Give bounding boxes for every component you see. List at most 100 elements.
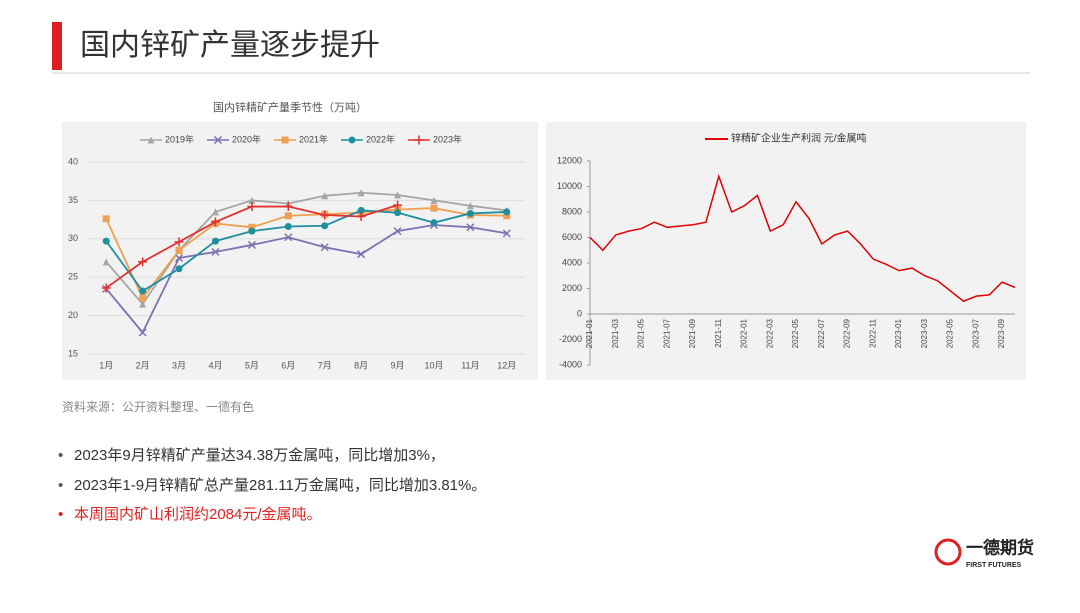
x-tick-label: 2022-11 <box>868 318 877 347</box>
x-tick-label: 12月 <box>497 360 516 370</box>
chart-panel <box>62 122 538 380</box>
marker <box>102 215 110 223</box>
marker <box>320 210 330 220</box>
y-tick-label: 4000 <box>562 257 582 267</box>
source: 资料来源：公开资料整理、一德有色 <box>62 399 254 414</box>
bullet-dot: • <box>58 447 63 464</box>
x-tick-label: 5月 <box>245 360 259 370</box>
x-tick-label: 2021-09 <box>688 318 697 348</box>
marker <box>211 247 220 256</box>
marker <box>414 135 424 145</box>
marker <box>284 212 292 220</box>
y-tick-label: 2000 <box>562 283 582 293</box>
chart-title: 国内锌精矿产量季节性（万吨） <box>213 100 367 114</box>
marker <box>502 229 511 238</box>
marker <box>321 222 329 230</box>
marker <box>357 189 365 197</box>
y-tick-label: 0 <box>577 308 582 318</box>
marker <box>430 204 438 212</box>
x-tick-label: 6月 <box>281 360 295 370</box>
y-tick-label: 25 <box>68 272 78 282</box>
legend-label: 2021年 <box>299 133 328 144</box>
y-tick-label: 12000 <box>557 155 582 165</box>
marker <box>101 283 111 293</box>
bullet: 2023年1-9月锌精矿总产量281.11万金属吨，同比增加3.81%。 <box>74 477 486 494</box>
series-line <box>105 224 507 335</box>
logo-icon <box>934 538 962 566</box>
marker <box>175 265 183 273</box>
y-tick-label: 10000 <box>557 181 582 191</box>
legend-label: 2022年 <box>366 133 395 144</box>
marker <box>281 136 289 144</box>
marker <box>321 192 329 200</box>
marker <box>139 294 147 302</box>
x-tick-label: 7月 <box>318 360 332 370</box>
slide-title: 国内锌矿产量逐步提升 <box>80 29 380 62</box>
x-tick-label: 2022-03 <box>765 318 774 348</box>
x-tick-label: 2021-01 <box>585 318 594 348</box>
marker <box>138 257 148 267</box>
marker <box>430 196 438 204</box>
x-tick-label: 2022-05 <box>791 318 800 348</box>
x-tick-label: 8月 <box>354 360 368 370</box>
x-tick-label: 10月 <box>424 360 443 370</box>
legend-label: 2019年 <box>165 133 194 144</box>
bullet-dot: • <box>58 506 63 523</box>
x-tick-label: 11月 <box>461 360 479 370</box>
x-tick-label: 2022-01 <box>740 318 749 348</box>
marker <box>102 258 110 266</box>
marker <box>283 202 293 212</box>
series-line <box>105 209 507 293</box>
marker <box>466 202 474 210</box>
marker <box>247 240 256 249</box>
y-tick-label: 30 <box>68 233 78 243</box>
marker <box>466 223 475 232</box>
marker <box>503 208 511 216</box>
marker <box>175 246 183 254</box>
x-tick-label: 2021-11 <box>714 318 723 347</box>
x-tick-label: 9月 <box>391 360 405 370</box>
logo-name: 一德期货 <box>966 537 1034 557</box>
x-tick-label: 2023-01 <box>894 318 903 348</box>
marker <box>248 227 256 235</box>
marker <box>138 328 147 337</box>
y-tick-label: -4000 <box>559 359 582 369</box>
x-tick-label: 2023-09 <box>997 318 1006 348</box>
marker <box>102 237 110 245</box>
x-tick-label: 2023-03 <box>920 318 929 348</box>
bullet: 2023年9月锌精矿产量达34.38万金属吨，同比增加3%， <box>74 447 445 464</box>
marker <box>430 219 438 227</box>
marker <box>139 300 147 308</box>
chart-panel <box>546 122 1026 380</box>
y-tick-label: 15 <box>68 348 78 358</box>
y-tick-label: 40 <box>68 156 78 166</box>
legend-label: 2020年 <box>232 133 261 144</box>
marker <box>356 212 366 222</box>
x-tick-label: 2021-05 <box>637 318 646 348</box>
marker <box>248 196 256 204</box>
x-tick-label: 2022-07 <box>817 318 826 348</box>
x-tick-label: 2023-07 <box>971 318 980 348</box>
x-tick-label: 2022-09 <box>843 318 852 348</box>
x-tick-label: 2月 <box>136 360 150 370</box>
title-accent <box>52 22 62 70</box>
marker <box>357 250 366 259</box>
series-line <box>105 207 507 300</box>
y-tick-label: -2000 <box>559 334 582 344</box>
bullet-dot: • <box>58 477 63 494</box>
x-tick-label: 4月 <box>208 360 222 370</box>
y-tick-label: 20 <box>68 310 78 320</box>
marker <box>210 217 220 227</box>
y-tick-label: 8000 <box>562 206 582 216</box>
marker <box>284 233 293 242</box>
y-tick-label: 35 <box>68 195 78 205</box>
marker <box>248 223 256 231</box>
marker <box>393 200 403 210</box>
marker <box>394 191 402 199</box>
y-tick-label: 6000 <box>562 232 582 242</box>
marker <box>503 212 511 220</box>
bullet: 本周国内矿山利润约2084元/金属吨。 <box>74 506 322 523</box>
marker <box>348 136 356 144</box>
marker <box>175 253 184 263</box>
